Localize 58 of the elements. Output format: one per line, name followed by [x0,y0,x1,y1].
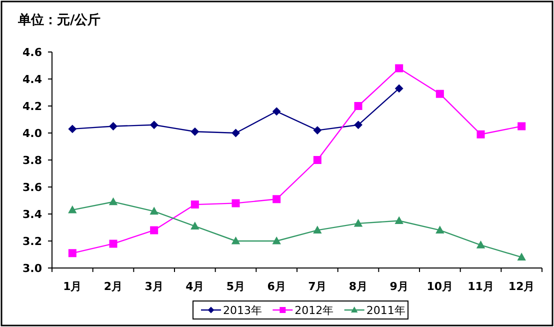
point [272,107,281,116]
point [395,216,404,224]
y-tick-label: 3.4 [22,208,42,221]
y-tick-label: 4.6 [22,46,42,59]
x-tick-label: 12月 [508,280,535,293]
y-tick-label: 3.0 [22,262,42,275]
x-tick-label: 7月 [308,280,327,293]
point [150,226,158,234]
x-tick-label: 3月 [144,280,164,293]
y-tick-label: 4.2 [22,100,42,113]
point [395,64,404,72]
point [232,237,240,244]
legend-label: 2012年 [294,304,334,317]
y-tick-label: 4.4 [22,73,42,86]
x-tick-label: 10月 [426,280,454,293]
legend-label: 2013年 [223,304,262,317]
point [190,222,199,230]
point [272,195,281,204]
point [190,128,199,136]
x-tick-label: 8月 [348,280,368,293]
point [436,90,444,98]
x-tick-label: 5月 [226,280,246,293]
x-tick-label: 1月 [63,280,82,293]
point [190,200,199,209]
point [109,198,118,206]
x-tick-label: 11月 [468,280,494,293]
x-tick-label: 6月 [267,280,286,293]
point [150,120,158,129]
point [518,122,526,130]
point [354,120,362,129]
point [109,240,118,248]
point [109,122,118,130]
point [476,241,485,248]
point [436,226,444,234]
y-tick-label: 4.0 [22,127,42,140]
point [395,84,404,92]
point [232,199,240,208]
y-tick-label: 3.2 [22,235,42,248]
point [476,130,485,138]
point [272,237,281,244]
x-tick-label: 4月 [186,280,204,293]
y-tick-label: 3.6 [22,181,42,194]
point [313,126,322,134]
point [150,207,158,215]
point [354,219,362,227]
y-tick-label: 3.8 [22,154,42,167]
point [518,253,526,260]
legend-label: 2011年 [366,304,406,317]
point [354,102,362,110]
point [313,226,322,234]
point [68,206,76,214]
chart-title: 单位：元/公斤 [17,12,101,28]
point [68,124,76,133]
x-tick-label: 2月 [104,280,123,293]
point [313,156,322,164]
x-tick-label: 9月 [390,280,408,293]
point [232,129,240,137]
point [68,249,76,258]
